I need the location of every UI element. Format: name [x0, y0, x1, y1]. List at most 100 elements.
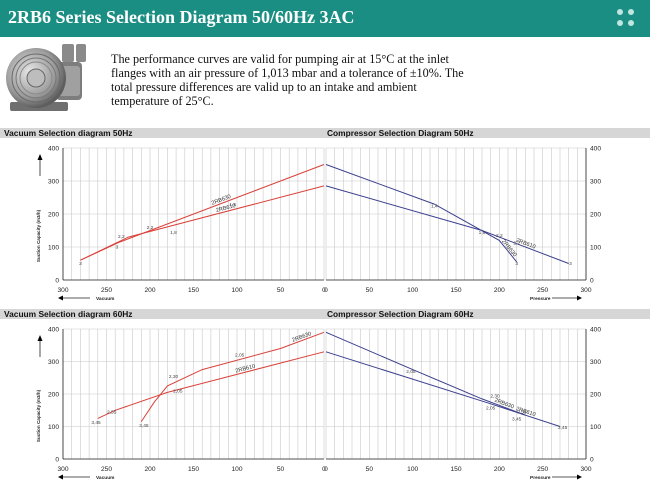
data-label: 3,45: [91, 420, 101, 426]
x-tick-label: 300: [580, 287, 591, 294]
x-tick-label: 200: [144, 466, 155, 473]
data-label: 2,2: [496, 233, 503, 239]
series-label: 2RB610: [235, 364, 256, 375]
data-label: 2,30: [169, 374, 179, 380]
x-tick-label: 150: [450, 466, 461, 473]
data-label: 2,55: [517, 410, 527, 416]
y-tick-label: 300: [48, 359, 59, 366]
y-axis-label: Suction Capacity (m3/h): [36, 389, 41, 442]
y-tick-label: 100: [48, 244, 59, 251]
series-line-2RB610: [325, 185, 569, 264]
x-tick-label: 0: [324, 287, 328, 294]
blower-icon: [6, 44, 86, 111]
chart-title: Vacuum Selection diagram 50Hz: [4, 128, 132, 138]
series-line-2RB630: [325, 164, 518, 263]
data-label: 2,55: [107, 410, 117, 416]
y-tick-label: 0: [55, 456, 59, 463]
arrow-right-icon: [577, 295, 582, 301]
data-label: 1,6: [229, 202, 236, 208]
data-label: 2,2: [513, 240, 520, 246]
y-tick-label: 400: [48, 326, 59, 333]
x-tick-label: 200: [144, 287, 155, 294]
y-tick-label: 300: [590, 359, 601, 366]
intro-text: The performance curves are valid for pum…: [111, 52, 464, 108]
panel-title-band: [0, 309, 650, 319]
y-tick-label: 300: [590, 178, 601, 185]
arrow-right-icon: [577, 474, 582, 480]
x-tick-label: 50: [277, 287, 285, 294]
data-label: 2,05: [406, 369, 416, 375]
x-tick-label: 50: [277, 466, 285, 473]
x-tick-label: 0: [324, 466, 328, 473]
y-tick-label: 400: [590, 326, 601, 333]
x-tick-label: 50: [366, 466, 374, 473]
series-label: 2RB630: [291, 331, 312, 344]
y-tick-label: 200: [48, 391, 59, 398]
y-tick-label: 0: [55, 277, 59, 284]
data-label: 3: [116, 245, 119, 251]
series-label: 2RB610: [215, 203, 236, 214]
x-tick-label: 50: [366, 287, 374, 294]
data-label: 3,45: [558, 425, 568, 431]
y-tick-label: 400: [48, 145, 59, 152]
x-tick-label: 100: [231, 287, 242, 294]
data-label: 1,4: [431, 203, 438, 209]
series-line-2RB610: [97, 351, 325, 419]
data-label: 2,2: [118, 234, 125, 240]
chart-title: Compressor Selection Diagram 50Hz: [327, 128, 474, 138]
chart-title: Vacuum Selection diagram 60Hz: [4, 309, 132, 319]
x-tick-label: 250: [101, 287, 112, 294]
title-bar: 2RB6 Series Selection Diagram 50/60Hz 3A…: [0, 0, 650, 37]
x-axis-label: Pressure: [530, 296, 551, 302]
x-tick-label: 150: [450, 287, 461, 294]
data-label: 3,45: [512, 417, 522, 423]
x-tick-label: 200: [494, 466, 505, 473]
panel-title-band: [0, 128, 650, 138]
menu-dots-icon[interactable]: [616, 8, 636, 28]
chart-title: Compressor Selection Diagram 60Hz: [327, 309, 474, 319]
arrow-left-icon: [58, 295, 63, 301]
series-line-2RB610: [80, 185, 325, 261]
x-tick-label: 300: [57, 287, 68, 294]
x-axis-label: Vacuum: [96, 475, 114, 481]
y-axis-label: Suction Capacity (m3/h): [36, 209, 41, 262]
x-tick-label: 150: [188, 287, 199, 294]
page-title: 2RB6 Series Selection Diagram 50/60Hz 3A…: [8, 7, 355, 27]
data-label: 1,8: [170, 230, 177, 236]
data-label: 2,05: [173, 388, 183, 394]
x-axis-label: Vacuum: [96, 296, 114, 302]
y-tick-label: 400: [590, 145, 601, 152]
data-label: 2,05: [235, 353, 245, 359]
data-label: 3: [79, 261, 82, 267]
x-tick-label: 100: [231, 466, 242, 473]
data-label: 3,45: [139, 423, 149, 429]
data-label: 2,2: [147, 225, 154, 231]
data-label: 1,6: [479, 230, 486, 236]
x-tick-label: 200: [494, 287, 505, 294]
y-tick-label: 200: [590, 211, 601, 218]
series-line-2RB630: [140, 331, 325, 422]
y-tick-label: 200: [590, 391, 601, 398]
arrow-up-icon: [37, 154, 43, 160]
x-tick-label: 100: [407, 466, 418, 473]
y-tick-label: 100: [590, 244, 601, 251]
y-tick-label: 100: [48, 424, 59, 431]
arrow-up-icon: [37, 335, 43, 341]
y-tick-label: 100: [590, 424, 601, 431]
x-tick-label: 150: [188, 466, 199, 473]
x-tick-label: 250: [537, 466, 548, 473]
x-tick-label: 0: [322, 287, 326, 294]
x-tick-label: 300: [580, 466, 591, 473]
x-tick-label: 250: [101, 466, 112, 473]
x-tick-label: 300: [57, 466, 68, 473]
y-tick-label: 0: [590, 277, 594, 284]
x-tick-label: 250: [537, 287, 548, 294]
series-line-2RB630: [325, 331, 526, 416]
data-label: 3: [515, 261, 518, 267]
y-tick-label: 200: [48, 211, 59, 218]
arrow-left-icon: [58, 474, 63, 480]
y-tick-label: 0: [590, 456, 594, 463]
x-tick-label: 100: [407, 287, 418, 294]
x-axis-label: Pressure: [530, 475, 551, 481]
